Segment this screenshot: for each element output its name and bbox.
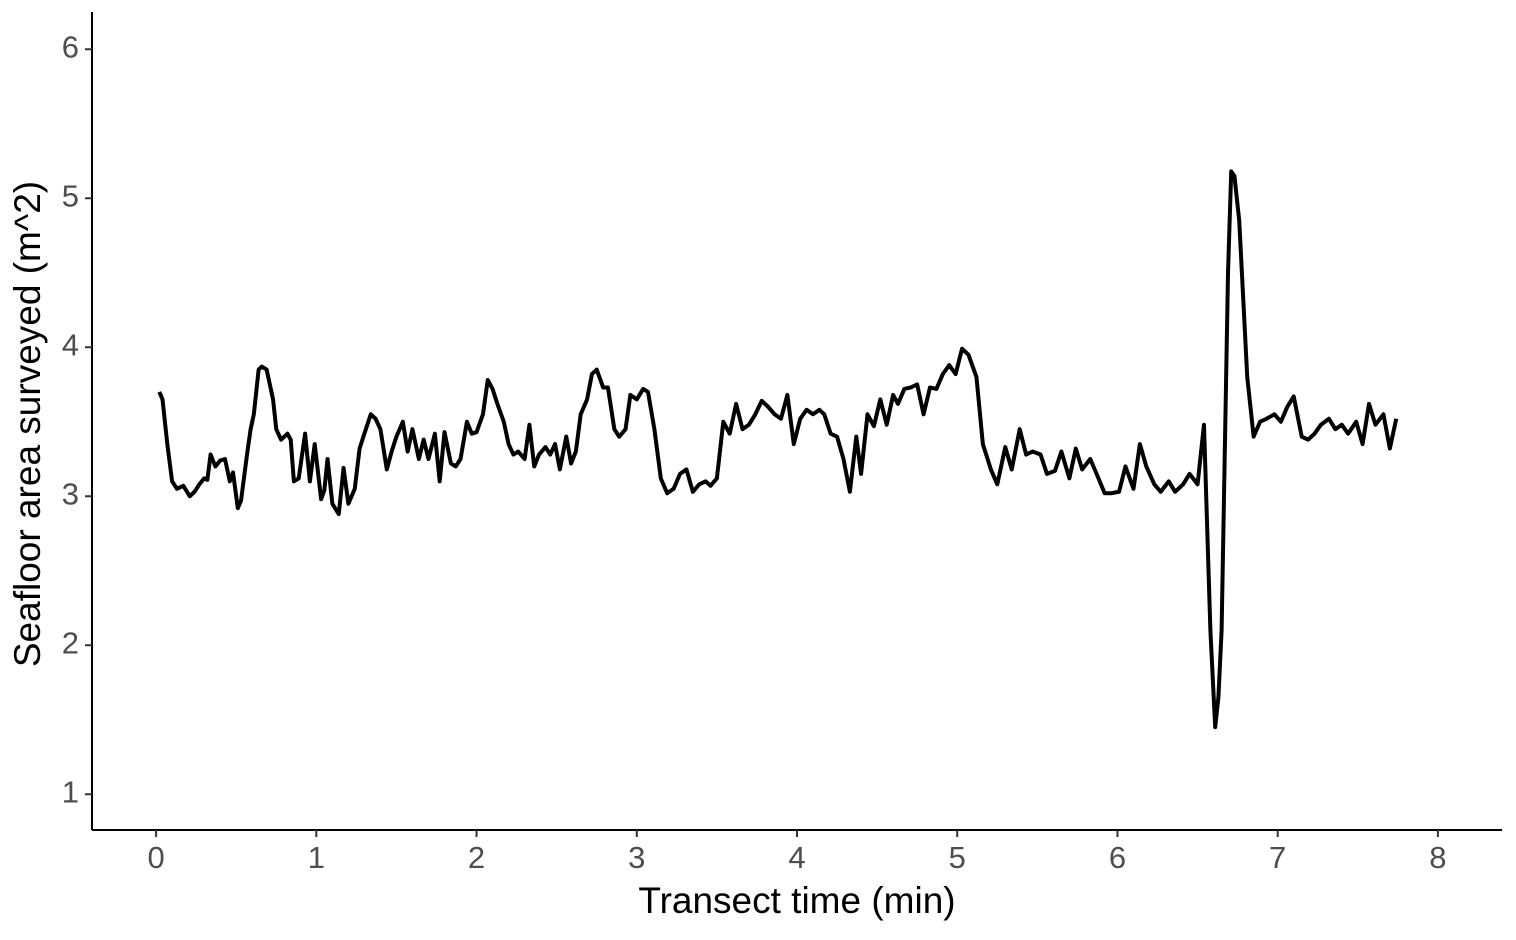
x-tick-label: 7 [1269,840,1286,875]
y-axis-title: Seafloor area surveyed (m^2) [7,181,48,667]
y-tick-label: 6 [62,29,79,64]
y-tick-label: 5 [62,178,79,213]
y-tick-label: 3 [62,476,79,511]
x-tick-label: 1 [308,840,325,875]
x-tick-label: 2 [468,840,485,875]
x-axis-title: Transect time (min) [638,880,955,921]
x-tick-label: 6 [1109,840,1126,875]
y-tick-label: 1 [62,774,79,809]
y-tick-label: 2 [62,625,79,660]
x-tick-label: 5 [949,840,966,875]
x-tick-label: 0 [147,840,164,875]
x-tick-label: 8 [1429,840,1446,875]
x-tick-label: 3 [628,840,645,875]
x-tick-label: 4 [788,840,805,875]
data-line [157,169,1399,730]
y-tick-label: 4 [62,327,79,362]
